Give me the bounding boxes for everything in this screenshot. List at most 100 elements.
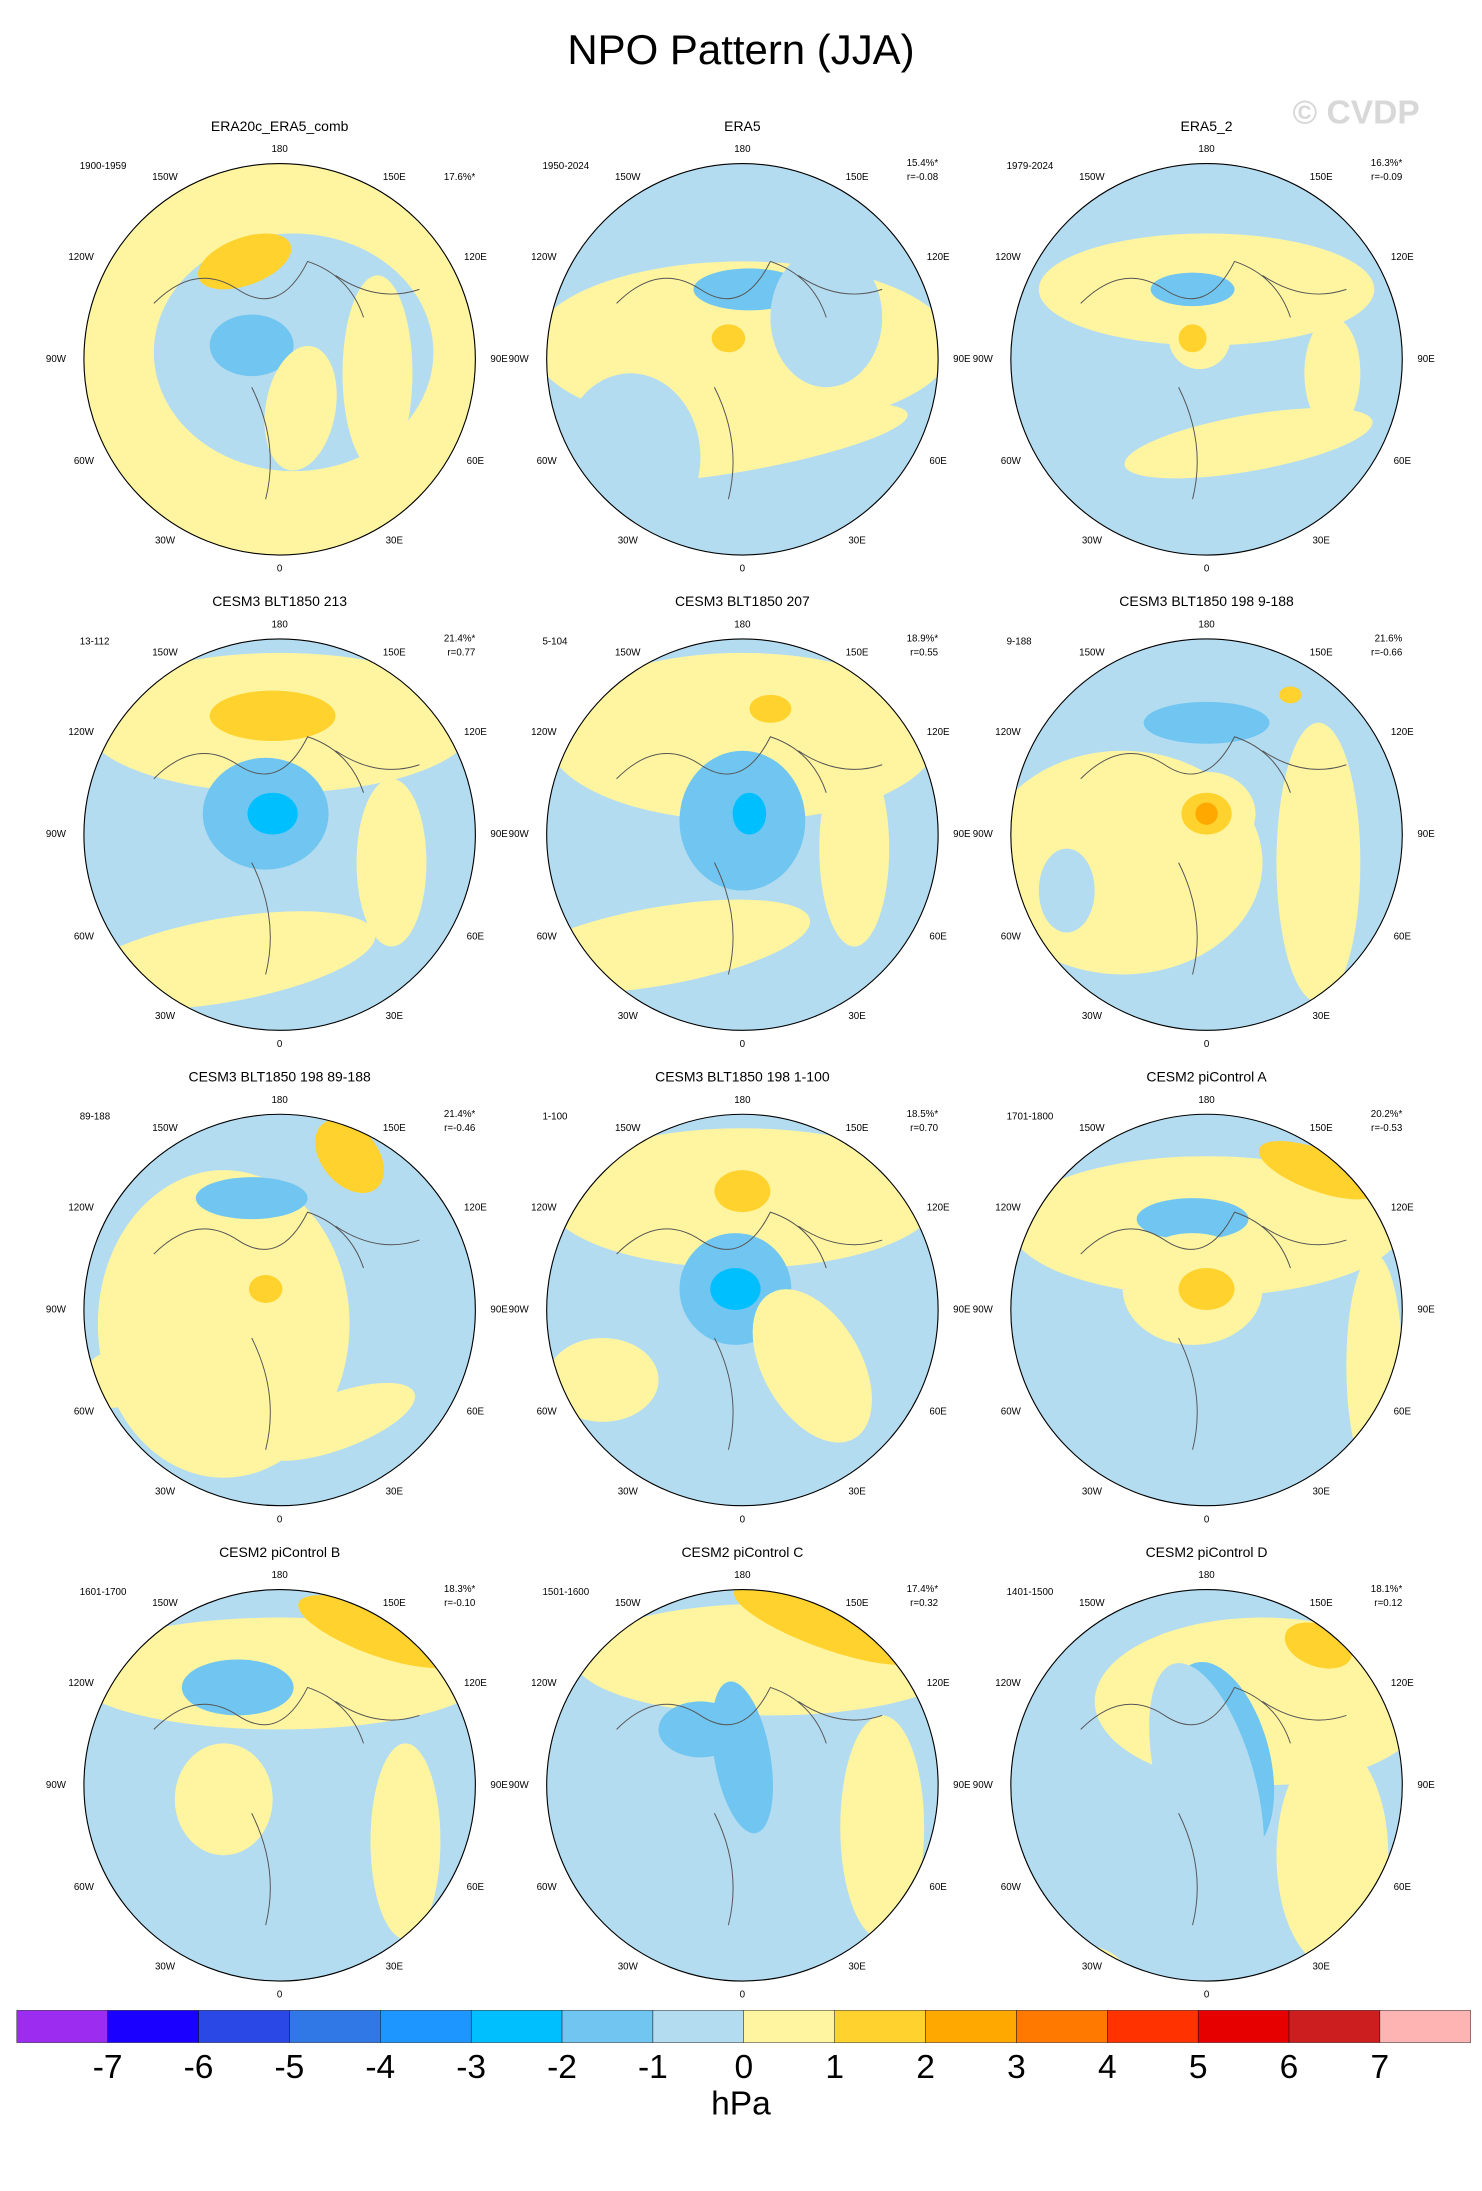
- variance-label: 21.6%: [1375, 633, 1403, 644]
- longitude-label: 150E: [1310, 647, 1333, 658]
- map-panel: CESM3 BLT1850 198 9-188 9-188 21.6% r=-0.66…: [973, 593, 1435, 1050]
- longitude-label: 90E: [953, 354, 971, 365]
- correlation-label: r=-0.46: [444, 1123, 475, 1134]
- longitude-label: 120E: [927, 1202, 950, 1213]
- colorbar-tick-label: -7: [93, 2049, 123, 2086]
- contour-region: [710, 1268, 761, 1310]
- longitude-label: 90W: [46, 354, 67, 365]
- colorbar-box: [743, 2010, 835, 2043]
- longitude-label: 30E: [1312, 1962, 1330, 1973]
- map-border: [546, 1589, 939, 1982]
- variance-label: 21.4%*: [444, 1109, 476, 1120]
- longitude-label: 180: [1198, 1570, 1215, 1581]
- panel-title: CESM2 piControl C: [681, 1544, 803, 1560]
- longitude-label: 120W: [995, 252, 1021, 263]
- map-panel: CESM3 BLT1850 198 1-100 1-100 18.5%* r=0.70…: [509, 1069, 971, 1526]
- longitude-label: 120E: [464, 727, 487, 738]
- longitude-label: 120W: [531, 252, 557, 263]
- longitude-label: 30W: [618, 536, 639, 547]
- coastline: [616, 1211, 883, 1450]
- colorbar-box: [16, 2010, 108, 2043]
- longitude-label: 60E: [1394, 1407, 1412, 1418]
- contour-region: [195, 1177, 308, 1220]
- longitude-label: 150E: [383, 1598, 406, 1609]
- contour-region: [264, 345, 337, 471]
- longitude-label: 90E: [1417, 1305, 1435, 1316]
- longitude-label: 150E: [383, 647, 406, 658]
- longitude-label: 180: [1198, 144, 1215, 155]
- period-label: 1401-1500: [1007, 1587, 1054, 1598]
- colorbar-box: [198, 2010, 290, 2043]
- map-fill: [83, 163, 476, 556]
- panel-title: ERA5_2: [1181, 118, 1233, 134]
- contour-region: [1276, 722, 1361, 1003]
- map-border: [546, 1113, 939, 1507]
- variance-label: 18.1%*: [1371, 1584, 1403, 1595]
- longitude-label: 180: [1198, 620, 1215, 631]
- map-fill: [1010, 1589, 1403, 1982]
- contour-region: [83, 478, 406, 549]
- colorbar-tick-label: -2: [547, 2049, 577, 2086]
- longitude-label: 60E: [467, 931, 485, 942]
- map-border: [1010, 638, 1403, 1031]
- period-label: 1701-1800: [1007, 1112, 1054, 1123]
- longitude-label: 120E: [464, 1678, 487, 1689]
- coastline: [1080, 260, 1347, 500]
- colorbar-box: [1379, 2010, 1471, 2043]
- period-label: 1-100: [542, 1112, 568, 1123]
- longitude-label: 90E: [1417, 1780, 1435, 1791]
- coastline: [1080, 1686, 1347, 1926]
- longitude-label: 90E: [1417, 829, 1435, 840]
- longitude-label: 120E: [1391, 252, 1414, 263]
- variance-label: 20.2%*: [1371, 1109, 1403, 1120]
- contour-region: [356, 778, 427, 947]
- longitude-label: 90W: [509, 354, 530, 365]
- longitude-label: 30W: [618, 1011, 639, 1022]
- coastline: [616, 1686, 883, 1926]
- contour-region: [1178, 324, 1207, 353]
- colorbar-tick-label: -3: [456, 2049, 486, 2086]
- longitude-label: 180: [734, 1095, 751, 1106]
- map-panel: CESM2 piControl C 1501-1600 17.4%* r=0.32 18…: [509, 1544, 971, 2001]
- colorbar-tick-label: 3: [1007, 2049, 1026, 2086]
- longitude-label: 60E: [467, 1882, 485, 1893]
- contour-region: [1178, 1268, 1235, 1310]
- colorbar-box: [652, 2010, 745, 2043]
- map-border: [1010, 1113, 1403, 1507]
- longitude-label: 30E: [1312, 1486, 1330, 1497]
- longitude-label: 0: [1204, 1990, 1210, 2001]
- longitude-label: 60E: [1394, 1882, 1412, 1893]
- map-fill: [1010, 1114, 1403, 1506]
- longitude-label: 0: [277, 564, 283, 575]
- contour-region: [1276, 1743, 1389, 1968]
- map-border: [83, 163, 476, 556]
- map-border: [83, 638, 476, 1031]
- longitude-label: 120W: [68, 1678, 94, 1689]
- contour-region: [1136, 1198, 1249, 1241]
- longitude-label: 30E: [386, 1962, 404, 1973]
- period-label: 1900-1959: [80, 161, 127, 172]
- contour-region: [1279, 686, 1302, 704]
- colorbar-box: [289, 2010, 381, 2043]
- map-panel: CESM2 piControl B 1601-1700 18.3%* r=-0.10 1…: [46, 1544, 508, 2001]
- contour-region: [1149, 1663, 1264, 1908]
- colorbar: -7 -6 -5 -4 -3 -2 -1 0 1 2 3 4 5 6 7 hPa: [16, 2010, 1471, 2122]
- longitude-label: 30W: [155, 1011, 176, 1022]
- map-border: [546, 163, 939, 556]
- period-label: 89-188: [80, 1112, 110, 1123]
- map-fill: [546, 1589, 939, 1982]
- longitude-label: 120W: [995, 1678, 1021, 1689]
- colorbar-tick-label: 0: [734, 2049, 753, 2086]
- map-panel: ERA5_2 1979-2024 16.3%* r=-0.09 180 150E 120E 9…: [973, 118, 1435, 575]
- panel-title: CESM3 BLT1850 198 1-100: [655, 1069, 830, 1085]
- longitude-label: 150W: [152, 1598, 178, 1609]
- colorbar-box: [470, 2010, 563, 2043]
- longitude-label: 0: [277, 1990, 283, 2001]
- panel-title: CESM3 BLT1850 213: [212, 593, 347, 609]
- longitude-label: 120W: [531, 727, 557, 738]
- longitude-label: 150W: [1079, 1123, 1105, 1134]
- colorbar-box: [1288, 2010, 1381, 2043]
- colorbar-box: [1197, 2010, 1290, 2043]
- contour-region: [256, 1382, 415, 1461]
- variance-label: 18.3%*: [444, 1584, 476, 1595]
